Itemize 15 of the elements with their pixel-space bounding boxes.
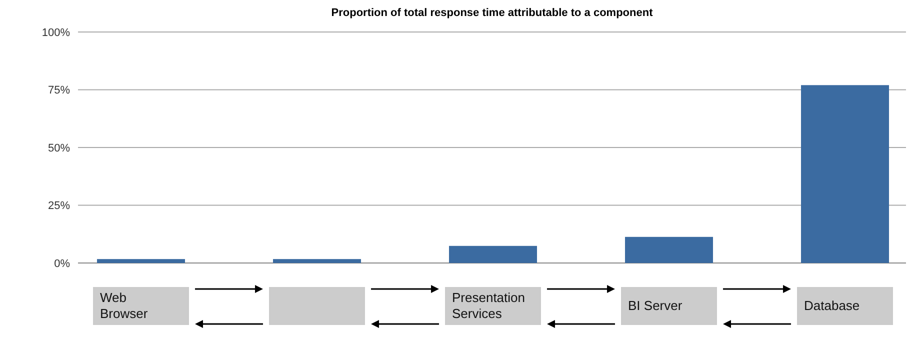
bar <box>273 259 361 263</box>
bar <box>625 236 713 263</box>
bar <box>97 259 185 263</box>
x-tick-label: Database <box>804 298 860 313</box>
y-tick-label: 100% <box>42 26 70 39</box>
x-tick-label: Presentation Services <box>452 290 525 321</box>
y-tick-label: 25% <box>48 200 70 212</box>
x-tick-label: BI Server <box>628 298 683 313</box>
y-tick-label: 0% <box>54 258 70 270</box>
bar <box>801 85 889 263</box>
chart-title: Proportion of total response time attributable to a component <box>331 7 654 19</box>
y-tick-label: 50% <box>48 142 70 154</box>
x-tick-label: Web Browser <box>100 290 148 321</box>
bar <box>449 246 537 263</box>
y-tick-label: 75% <box>48 84 70 97</box>
